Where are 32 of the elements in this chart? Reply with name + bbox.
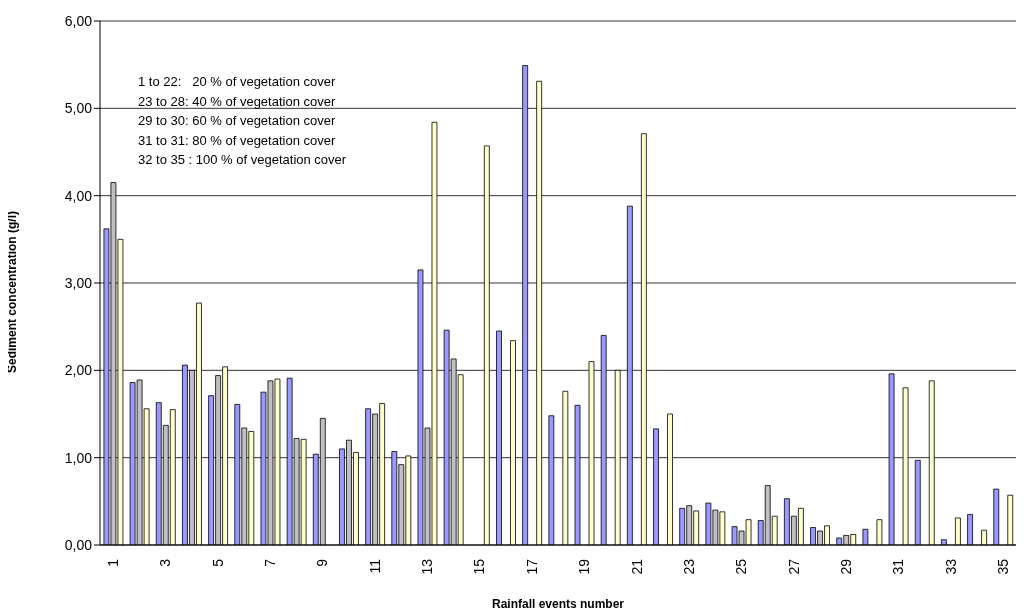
annotation: 29 to 30: 60 % of vegetation cover bbox=[138, 112, 337, 130]
y-tick-label: 5,00 bbox=[64, 100, 93, 117]
y-tick-label: 6,00 bbox=[64, 12, 93, 29]
annotation: 31 to 31: 80 % of vegetation cover bbox=[138, 131, 337, 150]
x-tick-label: 7 bbox=[262, 558, 279, 567]
x-tick-label: 17 bbox=[523, 558, 540, 575]
x-tick-label: 19 bbox=[576, 558, 593, 575]
x-tick-label: 35 bbox=[994, 558, 1011, 575]
x-tick-label: 13 bbox=[419, 558, 436, 575]
x-tick-label: 29 bbox=[837, 558, 854, 575]
x-tick-label: 9 bbox=[314, 558, 331, 567]
y-tick-label: 1,00 bbox=[64, 449, 93, 466]
x-tick-label: 5 bbox=[209, 558, 226, 567]
x-tick-label: 31 bbox=[890, 558, 907, 575]
x-tick-label: 21 bbox=[628, 558, 645, 575]
y-axis-title: Sediment concentration (g/l) bbox=[5, 210, 20, 373]
x-tick-label: 11 bbox=[366, 558, 383, 574]
x-tick-label: 3 bbox=[157, 558, 174, 567]
x-tick-label: 1 bbox=[105, 558, 122, 567]
x-tick-label: 33 bbox=[942, 558, 959, 575]
y-tick-label: 4,00 bbox=[64, 187, 93, 204]
x-tick-label: 27 bbox=[785, 558, 802, 575]
y-tick-label: 2,00 bbox=[64, 362, 93, 379]
annotation: 32 to 35 : 100 % of vegetation cover bbox=[138, 151, 347, 169]
x-axis-title: Rainfall events number bbox=[491, 597, 625, 611]
annotation: 23 to 28: 40 % of vegetation cover bbox=[138, 92, 337, 111]
y-tick-label: 0,00 bbox=[64, 536, 93, 553]
annotation: 1 to 22: 20 % of vegetation cover bbox=[138, 73, 337, 91]
x-tick-label: 15 bbox=[471, 558, 488, 575]
x-tick-label: 23 bbox=[680, 558, 697, 575]
y-tick-label: 3,00 bbox=[64, 274, 93, 291]
x-tick-label: 25 bbox=[733, 558, 750, 575]
